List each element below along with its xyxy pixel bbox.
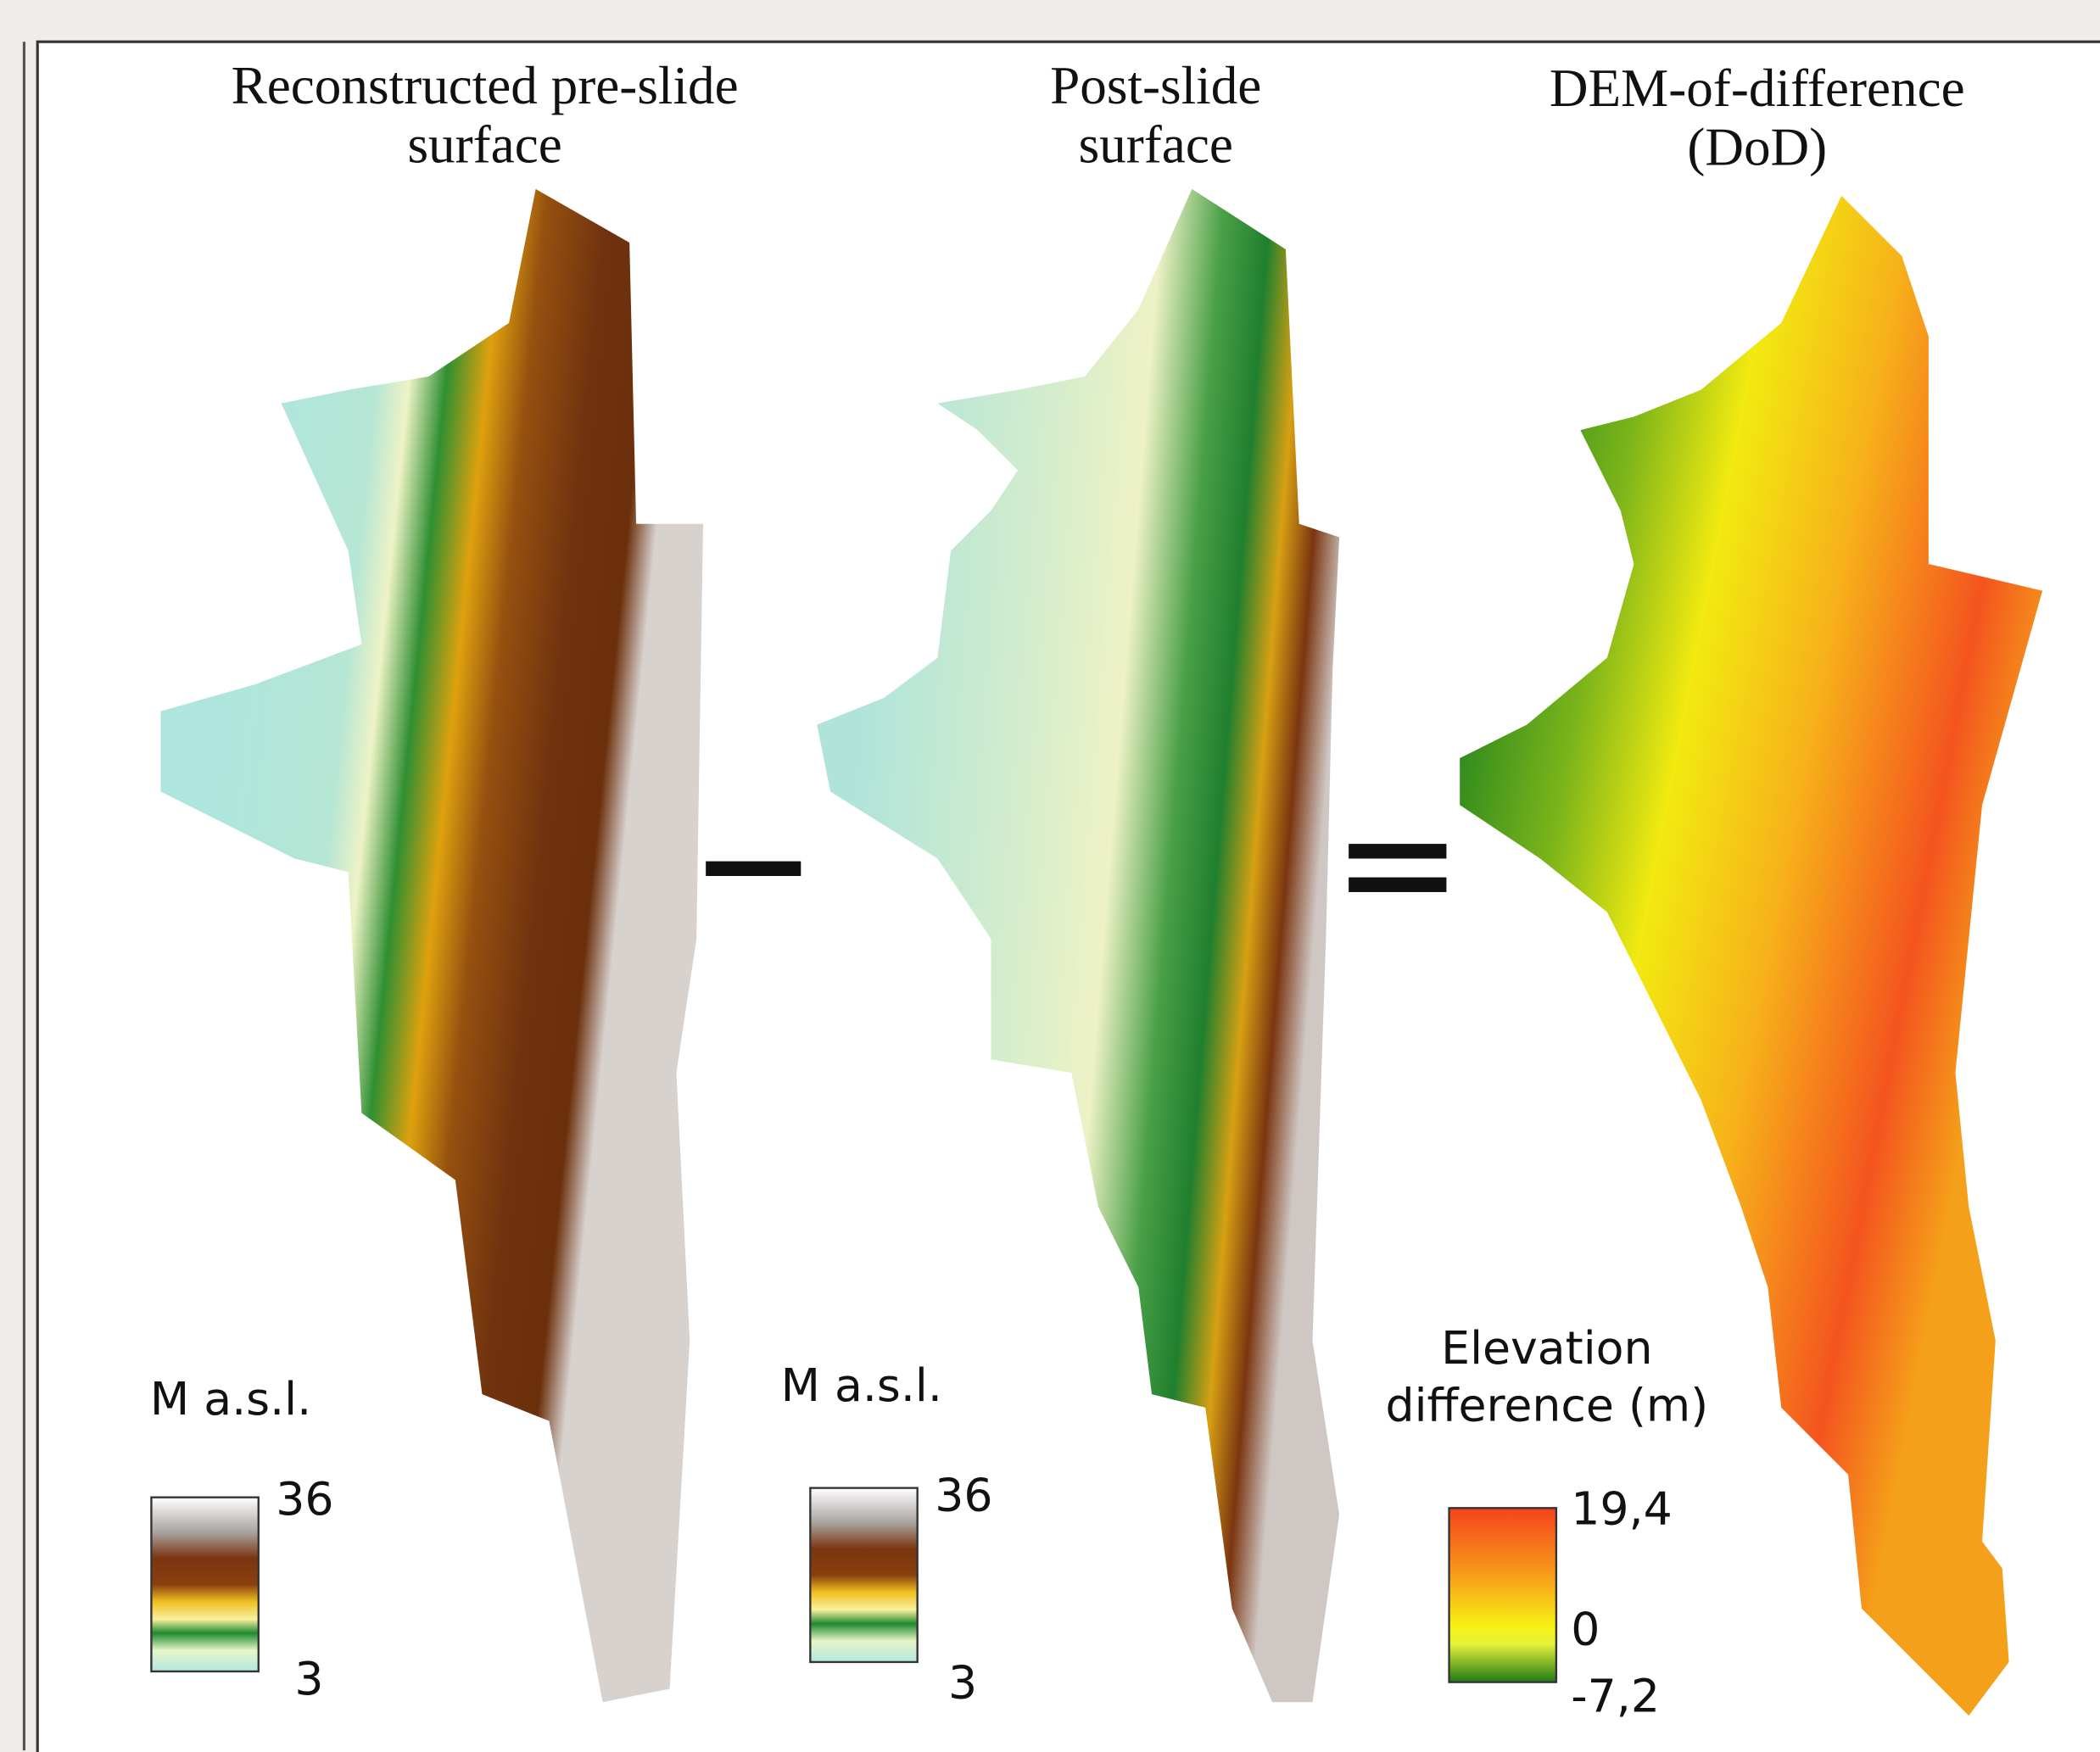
legend-title: difference (m) xyxy=(1386,1379,1709,1432)
legend-colorbar xyxy=(809,1487,919,1664)
legend-label: -7,2 xyxy=(1571,1669,1660,1722)
legend-title: M a.s.l. xyxy=(150,1372,311,1426)
panel-title: surface xyxy=(407,114,561,174)
panel-title: Reconstructed pre-slide xyxy=(232,56,739,115)
dod-map xyxy=(1460,195,2043,1716)
legend-title: Elevation xyxy=(1441,1321,1652,1375)
equals-top xyxy=(1349,844,1447,859)
legend-label: 3 xyxy=(294,1652,323,1705)
panel-title: Post-slide xyxy=(1050,56,1261,115)
legend-colorbar xyxy=(150,1496,260,1673)
equals-bottom xyxy=(1349,877,1447,892)
legend-title: M a.s.l. xyxy=(781,1359,942,1412)
legend-label: 36 xyxy=(935,1468,992,1521)
panel-title: surface xyxy=(1079,114,1233,174)
minus-sign xyxy=(706,861,801,876)
post-slide-map xyxy=(817,188,1340,1703)
legend-colorbar xyxy=(1448,1507,1558,1683)
legend-label: 3 xyxy=(948,1656,977,1710)
panel-title: (DoD) xyxy=(1687,118,1827,177)
panel-title: DEM-of-difference xyxy=(1550,59,1965,118)
legend-label: 36 xyxy=(276,1472,333,1526)
legend-label: 0 xyxy=(1571,1602,1600,1655)
pre-slide-map xyxy=(160,188,704,1703)
legend-label: 19,4 xyxy=(1571,1481,1673,1535)
